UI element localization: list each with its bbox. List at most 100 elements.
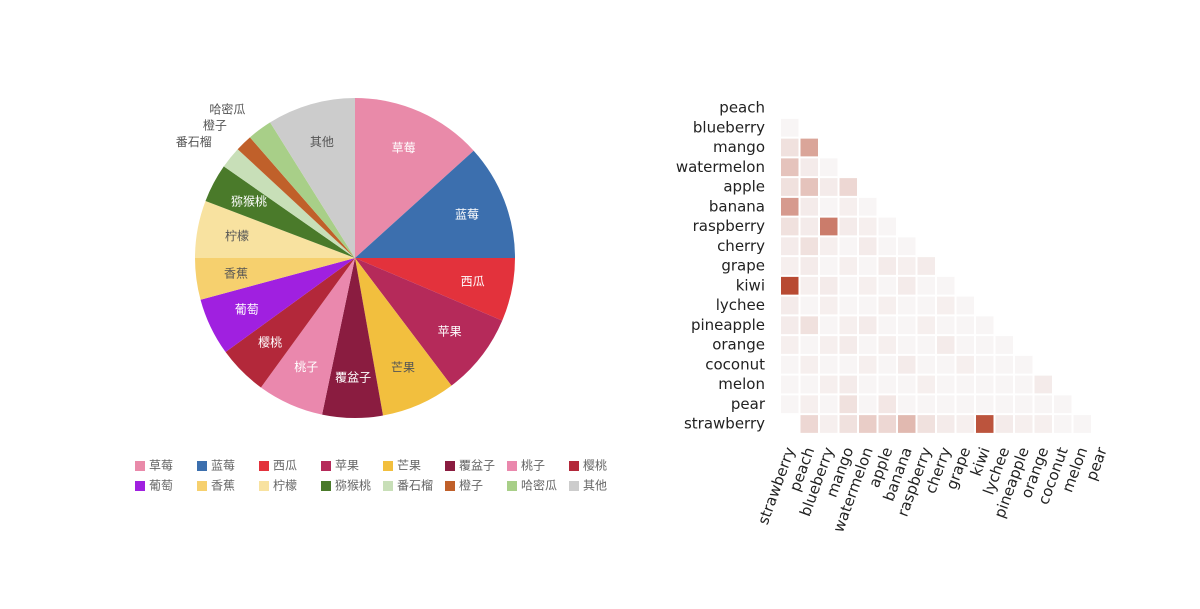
legend-label: 猕猴桃 [335,478,371,493]
pie-slice [223,149,355,258]
heatmap-cell [781,316,799,335]
y-tick-label: strawberry [684,415,765,433]
legend-label: 苹果 [335,459,359,473]
pie-slice [260,258,355,415]
heatmap-cell [800,296,818,315]
heatmap-cell [898,316,916,335]
slice-label: 番石榴 [176,135,212,149]
slice-label: 葡萄 [235,302,259,316]
heatmap-cell [839,197,857,216]
legend-swatch [383,461,393,471]
slice-label: 苹果 [438,324,462,338]
heatmap-cell [781,118,799,137]
heatmap-cell [937,415,955,433]
y-tick-label: lychee [716,296,765,314]
heatmap-cell [898,395,916,414]
heatmap-cell [800,197,818,216]
heatmap-cell [859,316,877,335]
heatmap-cell [800,237,818,256]
legend-label: 西瓜 [273,459,297,473]
legend-label: 桃子 [521,458,545,473]
heatmap-cell [976,375,994,394]
heatmap-cell [878,415,896,433]
slice-label: 樱桃 [258,334,282,349]
heatmap-cell [898,296,916,315]
heatmap-cell [800,257,818,275]
heatmap-cell [781,158,799,177]
heatmap-cell [800,217,818,236]
heatmap-cell [839,276,857,295]
legend-label: 葡萄 [149,479,173,493]
slice-label: 猕猴桃 [231,193,267,208]
heatmap-cell [859,355,877,374]
legend-label: 柠檬 [273,478,297,493]
heatmap-cell [859,197,877,216]
legend-swatch [507,481,517,491]
heatmap-cell [820,197,838,216]
pie-slice [249,122,355,259]
legend-label: 草莓 [149,459,173,473]
heatmap-cell [800,355,818,374]
heatmap-cell [1034,375,1052,394]
heatmap-cell [878,375,896,394]
slice-label: 桃子 [294,359,318,374]
heatmap-cell [820,237,838,256]
heatmap-cell [859,395,877,414]
legend-swatch [321,461,331,471]
heatmap-cell [937,296,955,315]
y-tick-label: mango [713,138,765,156]
heatmap-cell [859,257,877,275]
heatmap-cell [781,375,799,394]
heatmap-cell [976,395,994,414]
pie-slice [322,258,384,418]
legend-swatch [321,481,331,491]
heatmap-cell [1034,395,1052,414]
heatmap-cell [878,257,896,275]
heatmap-cell [781,178,799,196]
legend-swatch [569,461,579,471]
heatmap-cell [781,237,799,256]
y-tick-label: raspberry [693,217,766,235]
pie-slice [355,258,515,321]
heatmap-cell [781,138,799,157]
heatmap-cell [1015,415,1033,433]
heatmap-cell [781,336,799,354]
y-tick-label: blueberry [693,118,765,136]
y-tick-label: banana [709,197,765,215]
heatmap-cell [859,217,877,236]
heatmap-cell [917,316,935,335]
heatmap-cell [917,257,935,275]
pie-slice [355,258,503,386]
heatmap-cell [839,296,857,315]
legend-swatch [259,461,269,471]
heatmap-cell [878,336,896,354]
heatmap-cell [937,375,955,394]
y-tick-label: melon [718,375,765,393]
y-tick-label: cherry [717,237,765,255]
legend-label: 芒果 [397,458,421,473]
heatmap-cell [800,375,818,394]
legend-label: 其他 [583,479,607,493]
heatmap-cell [898,237,916,256]
pie-slice [270,98,355,258]
slice-label: 蓝莓 [455,207,479,221]
heatmap-cell [898,336,916,354]
heatmap-cell [917,395,935,414]
heatmap-cell [820,276,838,295]
heatmap-cell [781,217,799,236]
heatmap-cell [976,355,994,374]
heatmap-cell [995,395,1013,414]
pie-slice [355,258,452,416]
heatmap-cell [878,296,896,315]
heatmap-cell [898,375,916,394]
heatmap-cell [859,237,877,256]
heatmap-cell [859,336,877,354]
heatmap-cell [800,336,818,354]
heatmap-cell [800,316,818,335]
heatmap-cell [1054,415,1072,433]
legend-label: 橙子 [459,478,483,493]
legend-swatch [135,481,145,491]
legend-label: 蓝莓 [211,459,235,473]
heatmap-cell [859,375,877,394]
heatmap-cell [898,276,916,295]
